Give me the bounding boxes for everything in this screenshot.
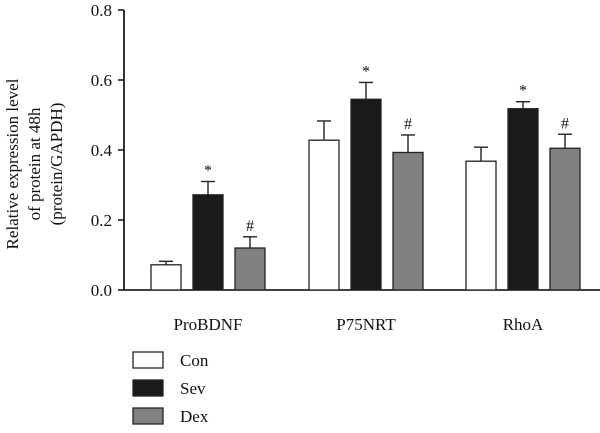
- y-tick-label: 0.4: [91, 141, 113, 160]
- y-axis-label-line: Relative expression level: [3, 78, 22, 249]
- significance-marker: *: [362, 63, 370, 80]
- bar-sev: [507, 108, 539, 291]
- legend-swatch-dex: [132, 407, 164, 425]
- legend-label-con: Con: [180, 351, 209, 370]
- bar-con: [465, 160, 497, 291]
- significance-marker: *: [519, 83, 527, 100]
- significance-marker: #: [404, 116, 412, 133]
- bar-dex: [234, 247, 266, 291]
- significance-marker: #: [246, 218, 254, 235]
- significance-marker: *: [204, 163, 212, 180]
- x-tick-label: RhoA: [503, 315, 544, 334]
- bar-dex: [549, 147, 581, 291]
- legend-label-sev: Sev: [180, 379, 206, 398]
- y-tick-label: 0.8: [91, 1, 112, 20]
- labels: 0.0 0.2 0.4 0.6 0.8 Relative expression level…: [3, 1, 569, 334]
- y-tick-label: 0.0: [91, 281, 112, 300]
- bar-sev: [350, 98, 382, 291]
- legend-swatch-con: [132, 351, 164, 369]
- bar-dex: [392, 151, 424, 291]
- legend-swatch-sev: [132, 379, 164, 397]
- x-tick-label: P75NRT: [336, 315, 396, 334]
- y-tick-label: 0.6: [91, 71, 112, 90]
- y-axis-label-line: (protein/GAPDH): [47, 103, 66, 226]
- bar-con: [150, 264, 182, 291]
- legend: Con Sev Dex: [132, 351, 209, 426]
- bar-sev: [192, 194, 224, 291]
- y-axis-label-line: of protein at 48h: [25, 107, 44, 220]
- y-axis-label: Relative expression level of protein at 4…: [3, 78, 66, 249]
- bars: [150, 81, 581, 291]
- bar-con: [308, 139, 340, 291]
- y-tick-label: 0.2: [91, 211, 112, 230]
- legend-label-dex: Dex: [180, 407, 209, 426]
- significance-marker: #: [561, 115, 569, 132]
- x-tick-label: ProBDNF: [174, 315, 243, 334]
